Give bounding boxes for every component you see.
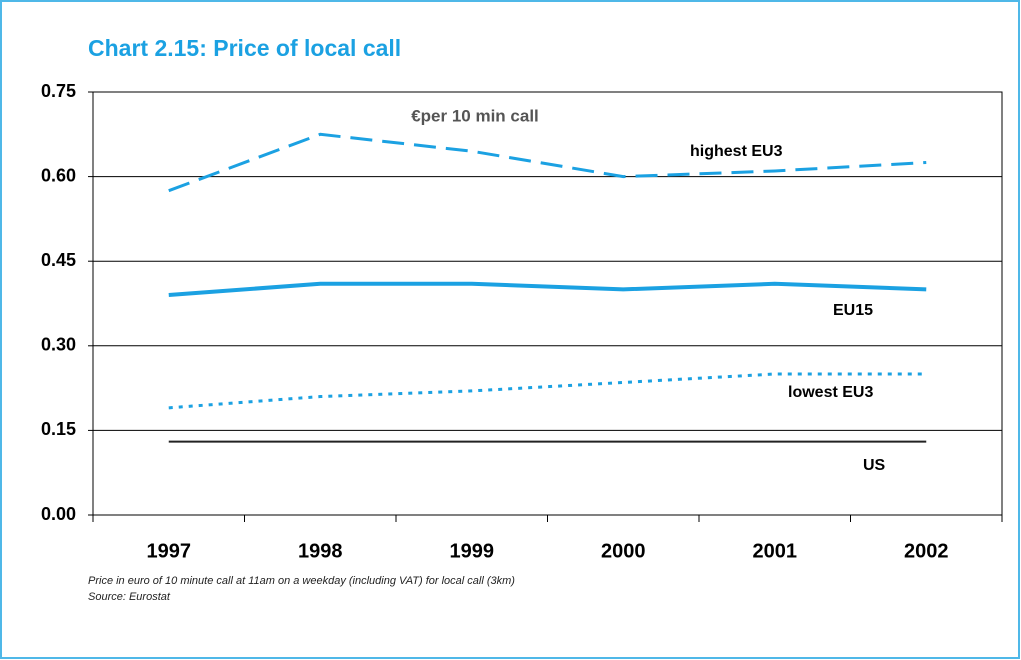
footnote: Price in euro of 10 minute call at 11am … <box>88 575 515 587</box>
y-tick-label: 0.45 <box>41 250 76 270</box>
series-label: US <box>863 457 886 474</box>
series-label: highest EU3 <box>690 143 783 160</box>
x-tick-label: 1997 <box>147 540 192 562</box>
series-line <box>168 372 927 410</box>
series-line <box>168 281 927 298</box>
y-tick-label: 0.75 <box>41 81 76 101</box>
series-label: EU15 <box>833 302 873 319</box>
y-tick-label: 0.15 <box>41 419 76 439</box>
x-tick-label: 1998 <box>298 540 343 562</box>
subtitle: €per 10 min call <box>411 106 539 125</box>
y-tick-label: 0.30 <box>41 335 76 355</box>
y-tick-label: 0.00 <box>41 504 76 524</box>
series-line <box>168 132 927 193</box>
x-tick-label: 1999 <box>450 540 495 562</box>
x-tick-label: 2000 <box>601 540 646 562</box>
chart-title: Chart 2.15: Price of local call <box>88 35 401 61</box>
source: Source: Eurostat <box>88 591 171 603</box>
y-tick-label: 0.60 <box>41 165 76 185</box>
x-tick-label: 2001 <box>753 540 798 562</box>
series-label: lowest EU3 <box>788 384 873 401</box>
x-tick-label: 2002 <box>904 540 949 562</box>
